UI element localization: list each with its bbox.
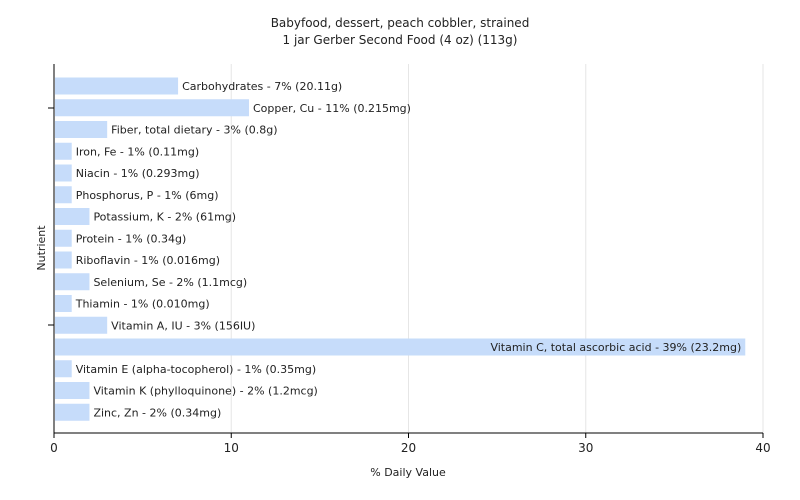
x-tick-label: 40: [755, 441, 770, 455]
bar: [55, 316, 108, 334]
bar-label: Fiber, total dietary - 3% (0.8g): [111, 124, 277, 137]
bar: [55, 360, 72, 378]
bar: [55, 164, 72, 182]
bar-label: Thiamin - 1% (0.010mg): [75, 298, 210, 311]
bar: [55, 403, 90, 421]
chart-title: Babyfood, dessert, peach cobbler, strain…: [271, 16, 530, 30]
x-tick-label: 20: [401, 441, 416, 455]
y-axis-label: Nutrient: [35, 225, 48, 271]
bar-label: Iron, Fe - 1% (0.11mg): [76, 145, 199, 158]
bar: [55, 273, 90, 291]
bar: [55, 77, 179, 95]
bar-label: Riboflavin - 1% (0.016mg): [76, 254, 220, 267]
bar-label: Vitamin K (phylloquinone) - 2% (1.2mcg): [93, 385, 317, 398]
bar-label: Phosphorus, P - 1% (6mg): [76, 189, 219, 202]
bar-label: Selenium, Se - 2% (1.1mcg): [93, 276, 247, 289]
x-tick-label: 0: [50, 441, 58, 455]
bar: [55, 382, 90, 399]
bar-label: Vitamin A, IU - 3% (156IU): [111, 319, 255, 332]
grid: [230, 64, 764, 433]
bar-label: Vitamin E (alpha-tocopherol) - 1% (0.35m…: [76, 363, 316, 376]
bar: [55, 142, 72, 160]
chart-subtitle: 1 jar Gerber Second Food (4 oz) (113g): [283, 33, 518, 47]
bar-label: Carbohydrates - 7% (20.11g): [182, 80, 342, 93]
bar-label: Copper, Cu - 11% (0.215mg): [253, 102, 411, 115]
bar-label: Vitamin C, total ascorbic acid - 39% (23…: [490, 341, 741, 354]
bar-label: Niacin - 1% (0.293mg): [76, 167, 200, 180]
bar: [55, 186, 72, 204]
axes: 0 10 20 30 40: [48, 64, 771, 455]
bar-label: Potassium, K - 2% (61mg): [93, 211, 236, 224]
bar: [55, 208, 90, 225]
bar: [55, 229, 72, 247]
bar: [55, 99, 249, 117]
bar-label: Zinc, Zn - 2% (0.34mg): [93, 406, 221, 419]
x-tick-label: 30: [578, 441, 593, 455]
x-tick-label: 10: [224, 441, 239, 455]
bar-label: Protein - 1% (0.34g): [76, 232, 187, 245]
bars: Carbohydrates - 7% (20.11g) Copper, Cu - …: [55, 77, 746, 421]
bar: [55, 338, 746, 356]
bar: [55, 251, 72, 269]
x-axis-label: % Daily Value: [370, 466, 446, 479]
bar: [55, 295, 72, 312]
bar: [55, 121, 108, 138]
